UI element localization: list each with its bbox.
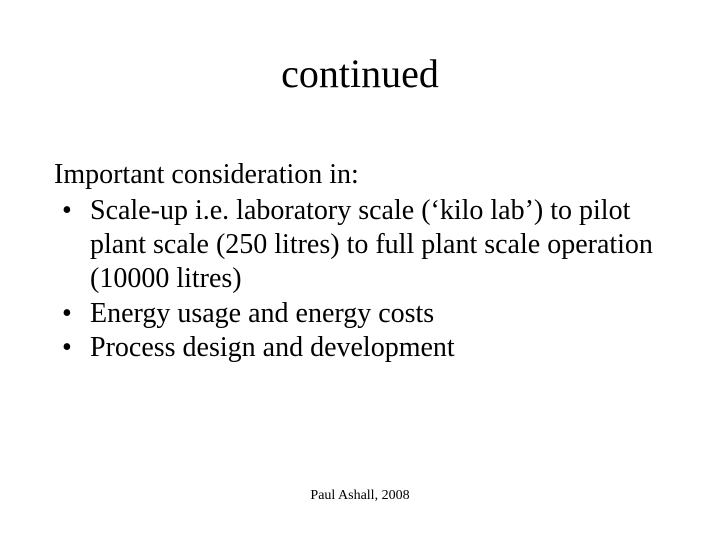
list-item: Scale-up i.e. laboratory scale (‘kilo la… xyxy=(54,194,666,296)
bullet-list: Scale-up i.e. laboratory scale (‘kilo la… xyxy=(54,194,666,365)
intro-text: Important consideration in: xyxy=(54,158,666,192)
slide-title: continued xyxy=(0,50,720,97)
slide-footer: Paul Ashall, 2008 xyxy=(0,488,720,504)
list-item: Process design and development xyxy=(54,331,666,365)
slide: continued Important consideration in: Sc… xyxy=(0,0,720,540)
slide-body: Important consideration in: Scale-up i.e… xyxy=(54,158,666,365)
list-item: Energy usage and energy costs xyxy=(54,297,666,331)
